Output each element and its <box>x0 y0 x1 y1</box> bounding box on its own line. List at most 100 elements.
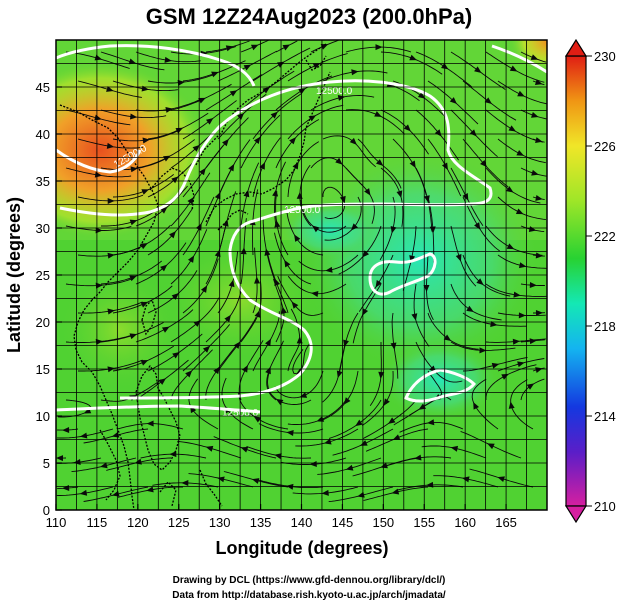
streamline-arrow <box>484 97 492 105</box>
streamline-arrow <box>535 252 543 259</box>
plot-area: 12500.0 12500.0 12500.0 12500.0 <box>56 40 547 510</box>
streamline-arrow <box>343 397 351 405</box>
x-tick-label: 165 <box>495 515 517 530</box>
streamline-arrow <box>298 88 306 95</box>
streamline-arrow <box>529 338 537 345</box>
streamline-arrow <box>106 142 115 149</box>
streamline-arrow <box>237 112 245 120</box>
streamline-arrow <box>375 159 384 166</box>
streamline-arrow <box>411 313 418 321</box>
streamline-arrow <box>291 301 299 309</box>
streamline-arrow <box>512 338 520 345</box>
cool-region-central <box>300 150 540 370</box>
streamline-arrow <box>335 157 343 165</box>
streamline-arrow <box>518 312 526 319</box>
streamline-arrow <box>185 370 193 378</box>
streamline-arrow <box>403 124 411 132</box>
streamline-arrow <box>224 314 231 323</box>
coast-taiwan <box>141 298 157 336</box>
coast-philippines <box>135 364 181 471</box>
streamline-arrow <box>487 443 495 450</box>
contour-north <box>56 44 256 87</box>
streamline-arrow <box>250 44 259 51</box>
streamline-arrow <box>501 373 509 380</box>
streamline-arrow <box>243 64 252 71</box>
streamline-arrow <box>200 285 208 293</box>
warm-region-northeast <box>508 40 547 72</box>
streamline-arrow <box>529 282 537 289</box>
streamline-arrow <box>284 259 291 268</box>
x-tick-label: 110 <box>46 515 67 530</box>
streamline-arrow <box>286 430 294 437</box>
streamline-arrow <box>281 306 287 315</box>
x-tick-label: 140 <box>291 515 313 530</box>
streamline-arrow <box>199 167 206 176</box>
streamline-arrow <box>222 138 229 147</box>
streamline-arrow <box>128 58 137 65</box>
streamline-arrow <box>265 366 271 375</box>
x-tick-label: 145 <box>332 515 354 530</box>
streamline-arrow <box>517 90 525 97</box>
streamline-arrow <box>476 278 484 286</box>
streamline-arrow <box>535 367 543 373</box>
streamline-arrow <box>362 250 370 258</box>
colorbar-tick-label: 226 <box>594 139 616 154</box>
streamline-arrow <box>274 220 281 228</box>
x-axis-title: Longitude (degrees) <box>215 538 388 558</box>
streamline-arrow <box>214 191 221 200</box>
streamline-arrow <box>129 333 138 340</box>
streamline-arrow <box>387 417 396 424</box>
streamline-arrow <box>362 308 369 316</box>
streamline-arrow <box>282 44 291 51</box>
streamline-arrow <box>450 445 459 452</box>
streamline-arrow <box>289 137 297 145</box>
chart-title: GSM 12Z24Aug2023 (200.0hPa) <box>146 4 472 29</box>
credit-data: Data from http://database.rish.kyoto-u.a… <box>172 590 446 601</box>
streamline-arrow <box>195 223 202 231</box>
coast-new-guinea <box>199 469 223 507</box>
streamline-arrow <box>345 464 354 471</box>
x-tick-label: 150 <box>372 515 394 530</box>
streamline-arrow <box>172 351 180 359</box>
streamline-arrow <box>509 65 518 72</box>
streamline-arrow <box>531 169 539 176</box>
streamline-arrow <box>294 234 301 242</box>
x-tick-label: 160 <box>454 515 476 530</box>
streamline-arrow <box>380 462 388 469</box>
streamline-arrow <box>479 347 487 354</box>
streamline-arrow <box>351 69 359 76</box>
x-tick-label: 120 <box>127 515 149 530</box>
coast-indochina <box>73 299 135 510</box>
contour-label-1: 12500.0 <box>316 86 353 97</box>
streamline-arrow <box>469 129 477 137</box>
streamline-arrow <box>240 446 249 453</box>
streamline-arrow <box>535 194 543 201</box>
streamline-arrow <box>171 292 179 300</box>
streamline-arrow <box>265 338 272 347</box>
streamline-arrow <box>202 345 211 353</box>
streamline-arrow <box>490 321 498 328</box>
y-axis-title: Latitude (degrees) <box>4 197 24 353</box>
streamline-arrow <box>56 455 64 462</box>
coast-russia-korea <box>195 43 327 166</box>
coast-japan <box>205 71 331 223</box>
coast-hokkaido <box>305 55 327 71</box>
colorbar: 230 226 222 218 214 210 <box>564 38 616 524</box>
streamline-arrow <box>107 197 115 204</box>
streamline-arrow <box>462 476 470 483</box>
streamline-arrow <box>228 279 235 288</box>
contour-west-warm <box>56 148 142 174</box>
streamline-arrow <box>508 401 515 409</box>
streamline-arrow <box>94 114 102 121</box>
streamline-arrow <box>531 112 539 118</box>
streamline-arrow <box>321 489 329 496</box>
coastlines <box>59 43 331 510</box>
streamline-arrow <box>350 223 358 231</box>
streamline-arrow <box>455 253 462 262</box>
streamline-arrow <box>417 92 426 99</box>
streamline-arrow <box>162 326 170 333</box>
streamline-arrow <box>243 189 250 198</box>
streamline-arrow <box>262 86 270 94</box>
streamline-arrow <box>253 136 261 144</box>
streamline-arrow <box>513 291 521 298</box>
